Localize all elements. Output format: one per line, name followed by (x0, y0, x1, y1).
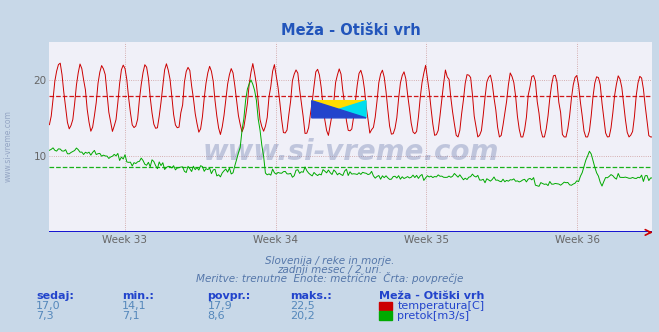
Text: 14,1: 14,1 (122, 301, 146, 311)
Text: povpr.:: povpr.: (208, 291, 251, 301)
Text: Slovenija / reke in morje.: Slovenija / reke in morje. (265, 256, 394, 266)
Text: 22,5: 22,5 (290, 301, 315, 311)
Polygon shape (339, 101, 366, 118)
Title: Meža - Otiški vrh: Meža - Otiški vrh (281, 23, 421, 38)
Text: min.:: min.: (122, 291, 154, 301)
Text: Meritve: trenutne  Enote: metrične  Črta: povprečje: Meritve: trenutne Enote: metrične Črta: … (196, 272, 463, 284)
Text: zadnji mesec / 2 uri.: zadnji mesec / 2 uri. (277, 265, 382, 275)
Polygon shape (312, 101, 366, 109)
Text: Meža - Otiški vrh: Meža - Otiški vrh (379, 291, 484, 301)
Text: 17,9: 17,9 (208, 301, 233, 311)
Text: www.si-vreme.com: www.si-vreme.com (203, 138, 499, 166)
Text: 8,6: 8,6 (208, 311, 225, 321)
Text: 17,0: 17,0 (36, 301, 61, 311)
Text: pretok[m3/s]: pretok[m3/s] (397, 311, 469, 321)
Text: 7,3: 7,3 (36, 311, 54, 321)
Text: temperatura[C]: temperatura[C] (397, 301, 484, 311)
Text: maks.:: maks.: (290, 291, 331, 301)
Text: 7,1: 7,1 (122, 311, 140, 321)
Text: www.si-vreme.com: www.si-vreme.com (3, 110, 13, 182)
Polygon shape (312, 101, 366, 118)
Text: 20,2: 20,2 (290, 311, 315, 321)
Text: sedaj:: sedaj: (36, 291, 74, 301)
